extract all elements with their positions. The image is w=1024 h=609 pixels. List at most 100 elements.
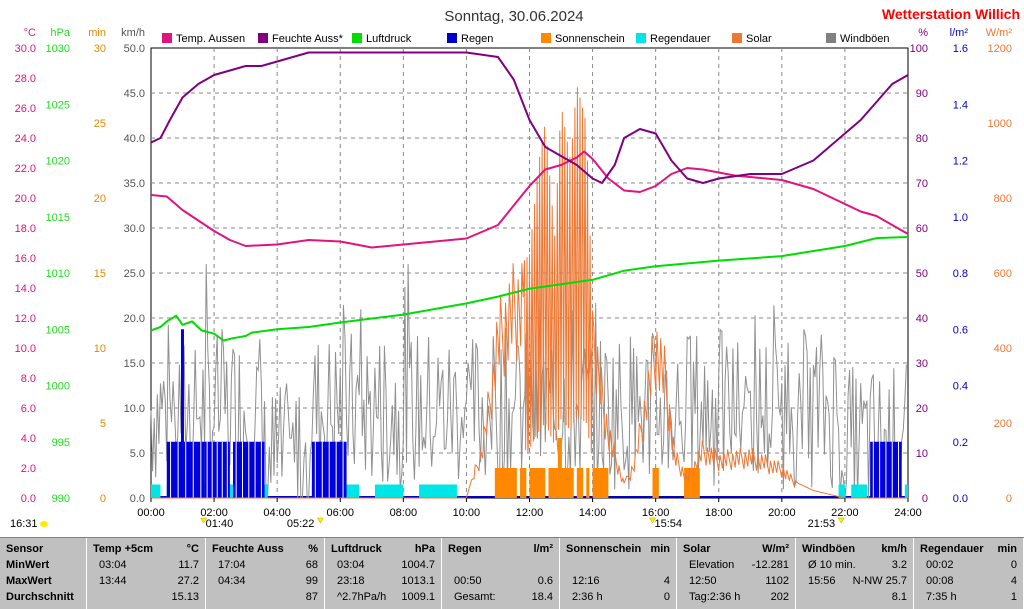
stats-col-2: Luftdruck hPa 03:04 1004.7 23:18 1013.1 ^2.7hP… [325, 538, 442, 609]
stats-head-0: Temp +5cm °C [87, 541, 205, 557]
stats-max-value-7: 4 [1010, 575, 1017, 587]
legend-label-3: Regen [461, 33, 493, 45]
stats-unit-4: min [650, 543, 670, 555]
stats-max-value-4: 4 [663, 575, 670, 587]
stats-col-1: Feuchte Auss% 17:04 68 04:34 99 87 [206, 538, 325, 609]
stats-max-value-1: 99 [305, 575, 318, 587]
legend-swatch-4 [541, 33, 551, 43]
stats-max-value-3: 0.6 [537, 575, 553, 587]
axis-tick-1-2: 1020 [46, 156, 70, 168]
stats-avg-1: 87 [206, 589, 324, 605]
axis-tick-1-1: 1025 [46, 99, 70, 111]
axis-unit-1: hPa [50, 27, 70, 39]
marker-left-icon [40, 521, 48, 527]
stats-min-time-5: Elevation [689, 559, 735, 571]
marker-left-label: 16:31 [10, 518, 38, 530]
marker-dusk-label: 21:53 [808, 518, 836, 530]
series-line-0 [150, 150, 909, 249]
stats-avg-2: ^2.7hPa/h 1009.1 [325, 589, 441, 605]
stats-min-3 [442, 557, 559, 573]
sunshine-bar-6 [586, 468, 590, 498]
axis-tick-0-14: 2.0 [21, 463, 36, 475]
axis-tick-3-9: 5.0 [130, 448, 145, 460]
axis-tick-1-5: 1005 [46, 324, 70, 336]
axis-tick-0-7: 16.0 [15, 253, 36, 265]
axis-tick-2-2: 20 [94, 193, 106, 205]
stats-min-4 [560, 557, 676, 573]
stats-row-sensor: Sensor [0, 541, 86, 557]
rain-duration-bar-8 [904, 484, 908, 498]
axis-tick-3-4: 30.0 [124, 223, 145, 235]
axis-tick-1-4: 1010 [46, 268, 70, 280]
station-name: Wetterstation Willich [882, 6, 1020, 22]
axis-tick-1-7: 995 [52, 437, 70, 449]
marker-dusk-icon [837, 517, 845, 524]
stats-head-2: Luftdruck hPa [325, 541, 441, 557]
stats-title-6: Windböen [802, 543, 856, 555]
sunshine-peak-bar [557, 438, 562, 498]
stats-col-5: Solar W/m² Elevation -12.281 12:50 1102 Tag:2:… [677, 538, 796, 609]
stats-avg-0: 15.13 [87, 589, 205, 605]
axis-tick-4-10: 0 [922, 493, 928, 505]
axis-tick-4-7: 30 [916, 358, 928, 370]
stats-col-3: Regen l/m² 00:50 0.6 Gesamt: 18.4 [442, 538, 560, 609]
sunshine-bar-1 [520, 468, 527, 498]
sunshine-bar-5 [576, 468, 584, 498]
stats-label-sensor: Sensor [6, 543, 44, 555]
stats-min-value-7: 0 [1010, 559, 1017, 571]
stats-min-time-2: 03:04 [337, 559, 365, 571]
axis-tick-5-5: 0.6 [953, 324, 968, 336]
axis-tick-0-12: 6.0 [21, 403, 36, 415]
chart-title: Sonntag, 30.06.2024 [444, 8, 583, 25]
stats-row-max: MaxWert [0, 573, 86, 589]
stats-title-7: Regendauer [920, 543, 984, 555]
marker-noon-icon [649, 517, 656, 524]
axis-tick-0-8: 14.0 [15, 283, 36, 295]
stats-avg-value-0: 15.13 [171, 591, 199, 603]
axis-tick-3-3: 35.0 [124, 178, 145, 190]
stats-max-time-2: 23:18 [337, 575, 365, 587]
legend-label-1: Feuchte Auss* [272, 33, 344, 45]
stats-head-6: Windböen km/h [796, 541, 913, 557]
x-tick-label-5: 10:00 [453, 507, 481, 519]
axis-tick-2-6: 0 [100, 493, 106, 505]
x-tick-label-7: 14:00 [579, 507, 607, 519]
x-axis-ticks: 00:00 02:00 04:00 06:00 08:00 10:00 12:00 14:00… [137, 498, 922, 519]
x-tick-label-11: 22:00 [831, 507, 859, 519]
x-tick-label-1: 02:00 [200, 507, 228, 519]
stats-max-7: 00:08 4 [914, 573, 1023, 589]
axis-tick-5-8: 0.0 [953, 493, 968, 505]
axis-unit-3: km/h [121, 27, 145, 39]
legend-swatch-3 [447, 33, 457, 43]
axis-tick-1-3: 1015 [46, 212, 70, 224]
stats-max-3: 00:50 0.6 [442, 573, 559, 589]
stats-title-1: Feuchte Auss [212, 543, 284, 555]
axis-tick-4-5: 50 [916, 268, 928, 280]
axis-unit-4: % [918, 27, 928, 39]
x-tick-label-4: 08:00 [390, 507, 418, 519]
chart-legend: Temp. Aussen Feuchte Auss* Luftdruck Regen S… [162, 33, 890, 45]
stats-min-1: 17:04 68 [206, 557, 324, 573]
axis-tick-0-0: 30.0 [15, 43, 36, 55]
axis-tick-5-0: 1.6 [953, 43, 968, 55]
axis-tick-4-4: 60 [916, 223, 928, 235]
stats-unit-7: min [997, 543, 1017, 555]
stats-avg-5: Tag:2:36 h 202 [677, 589, 795, 605]
stats-max-value-6: N-NW 25.7 [852, 575, 907, 587]
stats-row-min: MinWert [0, 557, 86, 573]
x-tick-label-8: 16:00 [642, 507, 670, 519]
series-line-2 [150, 236, 909, 342]
axis-tick-6-5: 200 [994, 418, 1012, 430]
stats-avg-4: 2:36 h 0 [560, 589, 676, 605]
legend-swatch-0 [162, 33, 172, 43]
rain-peak-bar [180, 329, 184, 498]
stats-head-4: Sonnenschein min [560, 541, 676, 557]
stats-min-value-0: 11.7 [178, 559, 199, 571]
axis-tick-1-8: 990 [52, 493, 70, 505]
axis-tick-0-6: 18.0 [15, 223, 36, 235]
axis-unit-5: l/m² [950, 27, 969, 39]
axis-tick-6-6: 0 [1006, 493, 1012, 505]
stats-avg-value-1: 87 [305, 591, 318, 603]
stats-col-6: Windböen km/h Ø 10 min. 3.2 15:56 N-NW 25.7 8.… [796, 538, 914, 609]
axis-tick-5-3: 1.0 [953, 212, 968, 224]
